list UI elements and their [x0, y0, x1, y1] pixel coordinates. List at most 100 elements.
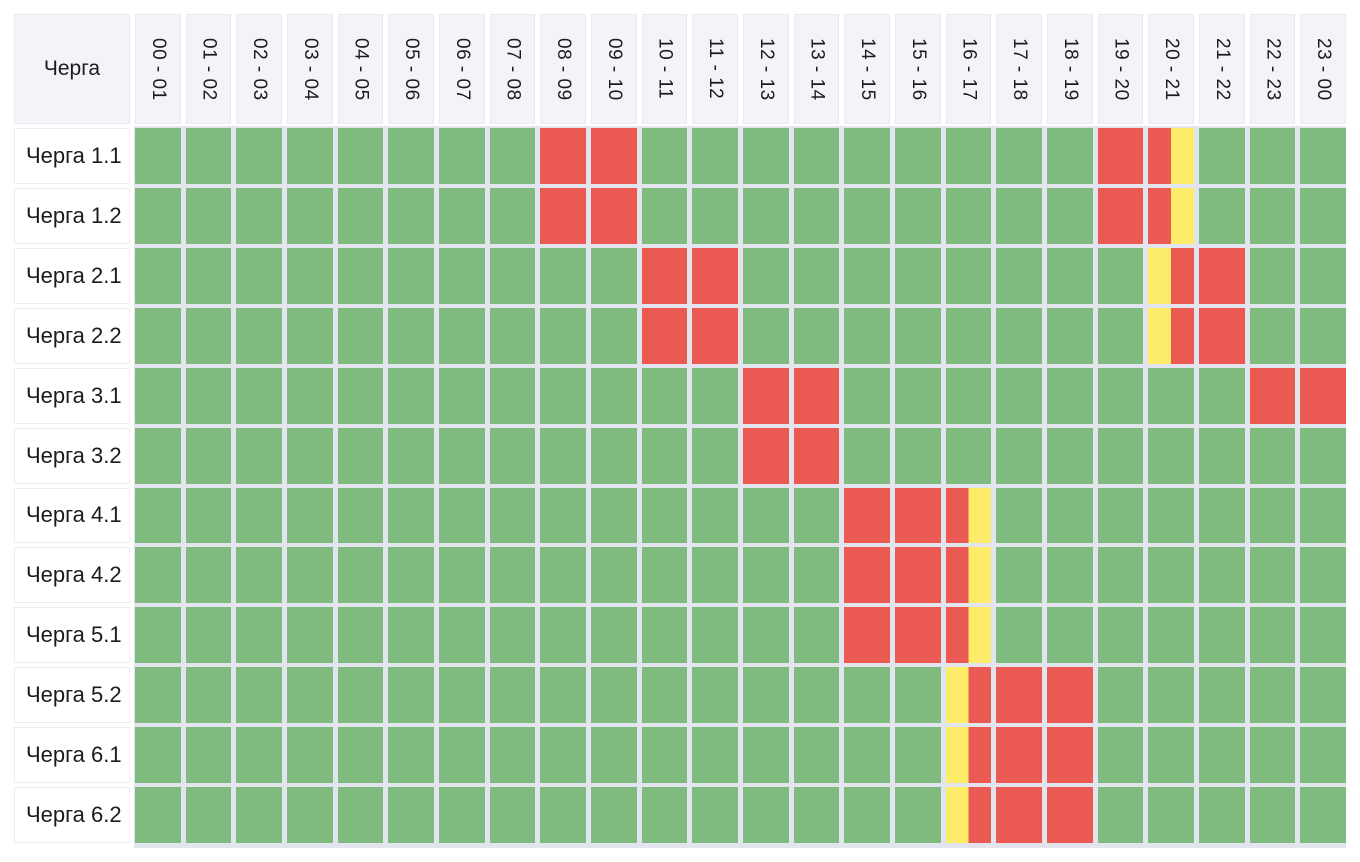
schedule-cell: [1047, 487, 1093, 544]
schedule-cell: [692, 187, 738, 244]
schedule-cell: [135, 307, 181, 364]
schedule-cell: [489, 427, 536, 484]
schedule-cell: [591, 547, 637, 604]
schedule-cell: [996, 667, 1042, 724]
schedule-cell: [388, 427, 434, 484]
schedule-cell: [388, 367, 434, 424]
schedule-cell: [743, 547, 789, 604]
schedule-cell: [692, 128, 738, 184]
schedule-cell: [591, 727, 637, 784]
schedule-cell: [287, 307, 333, 364]
schedule-cell: [1300, 787, 1346, 843]
schedule-cell: [591, 367, 637, 424]
schedule-cell: [540, 787, 586, 843]
schedule-cell: [641, 607, 688, 664]
schedule-cell: [591, 187, 637, 244]
hour-column-header: 15 - 16: [895, 14, 941, 124]
schedule-cell: [692, 607, 738, 664]
schedule-cell: [337, 787, 384, 843]
schedule-cell: [388, 187, 434, 244]
schedule-cell: [1148, 607, 1194, 664]
schedule-cell: [1097, 367, 1144, 424]
queue-row-label: Черга 3.2: [14, 427, 130, 484]
queue-row-label: Черга 5.2: [14, 667, 130, 724]
schedule-cell: [337, 247, 384, 304]
schedule-cell: [844, 128, 890, 184]
schedule-cell: [895, 607, 941, 664]
hour-column-header: 07 - 08: [489, 14, 536, 124]
schedule-cell: [591, 607, 637, 664]
hour-column-header: 10 - 11: [641, 14, 688, 124]
schedule-cell: [540, 367, 586, 424]
schedule-cell: [540, 187, 586, 244]
schedule-cell: [236, 427, 282, 484]
schedule-cell: [1047, 667, 1093, 724]
schedule-cell: [1300, 607, 1346, 664]
schedule-cell: [591, 427, 637, 484]
schedule-cell: [236, 727, 282, 784]
schedule-cell: [641, 727, 688, 784]
schedule-cell: [1097, 128, 1144, 184]
schedule-cell: [1199, 187, 1245, 244]
schedule-cell: [844, 487, 890, 544]
schedule-cell: [287, 427, 333, 484]
schedule-cell: [793, 607, 840, 664]
schedule-cell: [641, 187, 688, 244]
schedule-cell: [945, 667, 992, 724]
schedule-cell: [945, 307, 992, 364]
schedule-cell: [135, 427, 181, 484]
schedule-cell: [1199, 427, 1245, 484]
schedule-cell: [1249, 667, 1296, 724]
hour-column-header: 12 - 13: [743, 14, 789, 124]
schedule-cell: [1199, 607, 1245, 664]
schedule-cell: [1199, 367, 1245, 424]
schedule-cell: [388, 307, 434, 364]
schedule-cell: [1047, 547, 1093, 604]
schedule-cell: [540, 667, 586, 724]
schedule-cell: [1148, 307, 1194, 364]
schedule-cell: [996, 607, 1042, 664]
schedule-cell: [1199, 547, 1245, 604]
schedule-cell: [844, 547, 890, 604]
schedule-cell: [388, 727, 434, 784]
hour-column-header: 04 - 05: [337, 14, 384, 124]
schedule-cell: [1199, 727, 1245, 784]
schedule-cell: [591, 487, 637, 544]
schedule-cell: [996, 187, 1042, 244]
queue-row-label: Черга 3.1: [14, 367, 130, 424]
schedule-cell: [1047, 307, 1093, 364]
schedule-cell: [793, 367, 840, 424]
schedule-cell: [135, 128, 181, 184]
schedule-cell: [287, 547, 333, 604]
schedule-cell: [236, 667, 282, 724]
schedule-cell: [1097, 727, 1144, 784]
hour-column-header: 00 - 01: [135, 14, 181, 124]
hour-column-header: 14 - 15: [844, 14, 890, 124]
schedule-cell: [844, 607, 890, 664]
schedule-cell: [692, 547, 738, 604]
schedule-cell: [1249, 787, 1296, 843]
schedule-cell: [388, 667, 434, 724]
schedule-cell: [1148, 487, 1194, 544]
schedule-cell: [439, 727, 485, 784]
schedule-cell: [945, 607, 992, 664]
schedule-cell: [439, 367, 485, 424]
schedule-cell: [287, 367, 333, 424]
schedule-cell: [945, 427, 992, 484]
schedule-cell: [996, 787, 1042, 843]
schedule-cell: [388, 787, 434, 843]
schedule-cell: [185, 307, 232, 364]
schedule-cell: [337, 128, 384, 184]
schedule-cell: [844, 667, 890, 724]
schedule-cell: [185, 667, 232, 724]
queue-row-label: Черга 5.1: [14, 607, 130, 664]
schedule-cell: [1148, 427, 1194, 484]
schedule-cell: [185, 367, 232, 424]
schedule-cell: [1047, 367, 1093, 424]
schedule-cell: [1300, 427, 1346, 484]
schedule-cell: [540, 547, 586, 604]
schedule-cell: [489, 187, 536, 244]
schedule-cell: [1097, 307, 1144, 364]
hour-column-header: 22 - 23: [1249, 14, 1296, 124]
schedule-cell: [185, 427, 232, 484]
